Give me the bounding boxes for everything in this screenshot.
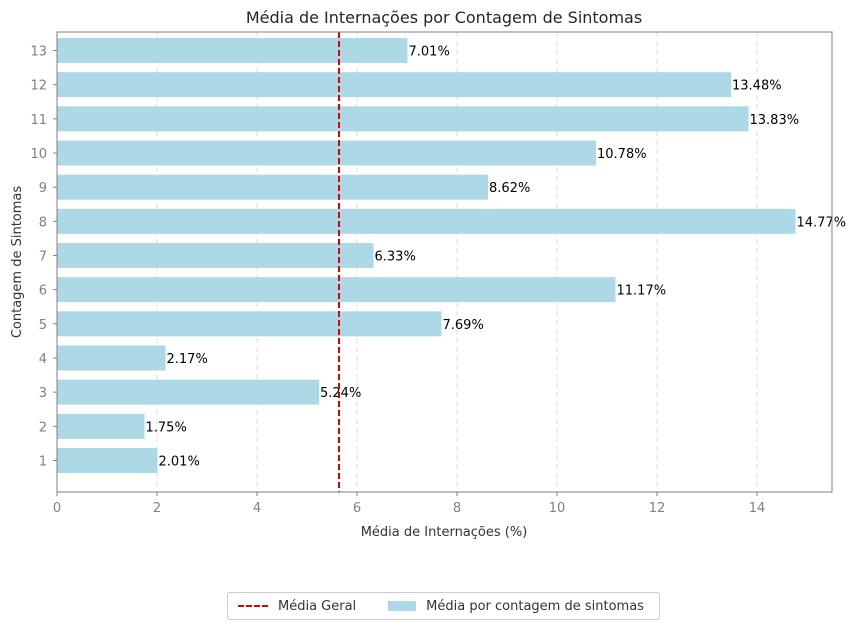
x-tick-label: 14 — [749, 501, 766, 516]
legend: Média Geral Média por contagem de sintom… — [227, 592, 660, 620]
y-tick-label: 4 — [39, 352, 47, 367]
y-axis-title: Contagem de Sintomas — [10, 186, 25, 339]
legend-entry-series: Média por contagem de sintomas — [366, 599, 644, 614]
data-label-7: 6.33% — [375, 250, 416, 265]
data-label-1: 2.01% — [159, 455, 200, 470]
legend-label-series: Média por contagem de sintomas — [426, 598, 644, 614]
bar-6 — [57, 277, 616, 303]
bar-1 — [57, 448, 158, 473]
data-label-3: 5.24% — [320, 386, 361, 401]
data-label-11: 13.83% — [750, 113, 800, 128]
bar-8 — [57, 208, 796, 234]
data-label-8: 14.77% — [797, 215, 847, 230]
plot-frame — [56, 31, 833, 493]
data-label-9: 8.62% — [489, 181, 530, 196]
legend-dashed-line-swatch — [238, 605, 268, 607]
y-tick-label: 11 — [30, 113, 47, 128]
bar-7 — [57, 243, 374, 268]
legend-label-mean: Média Geral — [278, 598, 357, 614]
chart-title: Média de Internações por Contagem de Sin… — [246, 8, 642, 27]
y-tick-label: 5 — [39, 318, 47, 333]
x-tick-label: 2 — [153, 501, 161, 516]
y-tick-label: 10 — [30, 147, 47, 162]
y-tick-label: 2 — [39, 420, 47, 435]
bar-11 — [57, 106, 749, 132]
y-tick-label: 9 — [39, 181, 47, 196]
y-tick-label: 13 — [30, 45, 47, 60]
bar-3 — [57, 379, 319, 405]
x-tick-label: 10 — [549, 501, 566, 516]
y-tick-label: 8 — [39, 215, 47, 230]
y-tick-label: 1 — [39, 455, 47, 470]
data-label-5: 7.69% — [443, 318, 484, 333]
x-axis-title: Média de Internações (%) — [361, 525, 528, 540]
x-tick-label: 0 — [53, 501, 61, 516]
data-label-2: 1.75% — [146, 420, 187, 435]
x-tick-label: 6 — [353, 501, 361, 516]
data-label-4: 2.17% — [167, 352, 208, 367]
x-tick-label: 4 — [253, 501, 261, 516]
data-label-12: 13.48% — [732, 79, 782, 94]
data-label-13: 7.01% — [409, 45, 450, 60]
bar-9 — [57, 174, 488, 200]
x-tick-label: 8 — [453, 501, 461, 516]
data-label-10: 10.78% — [597, 147, 647, 162]
legend-entry-mean: Média Geral — [238, 599, 356, 614]
x-tick-label: 12 — [649, 501, 666, 516]
bar-2 — [57, 413, 145, 439]
bar-10 — [57, 140, 596, 166]
y-tick-label: 7 — [39, 250, 47, 265]
bar-13 — [57, 38, 408, 63]
bars: 2.01% 1.75% 5.24% 2.17% 7.69% 11.17% 6.33% 14.7… — [57, 38, 846, 473]
y-tick-label: 3 — [39, 386, 47, 401]
bar-5 — [57, 311, 442, 337]
bar-12 — [57, 72, 731, 98]
y-tick-label: 6 — [39, 284, 47, 299]
legend-bar-swatch — [388, 601, 417, 611]
y-tick-label: 12 — [30, 79, 47, 94]
data-label-6: 11.17% — [617, 284, 667, 299]
x-ticks: 0 2 4 6 8 10 12 14 — [53, 492, 765, 516]
bar-4 — [57, 345, 166, 371]
